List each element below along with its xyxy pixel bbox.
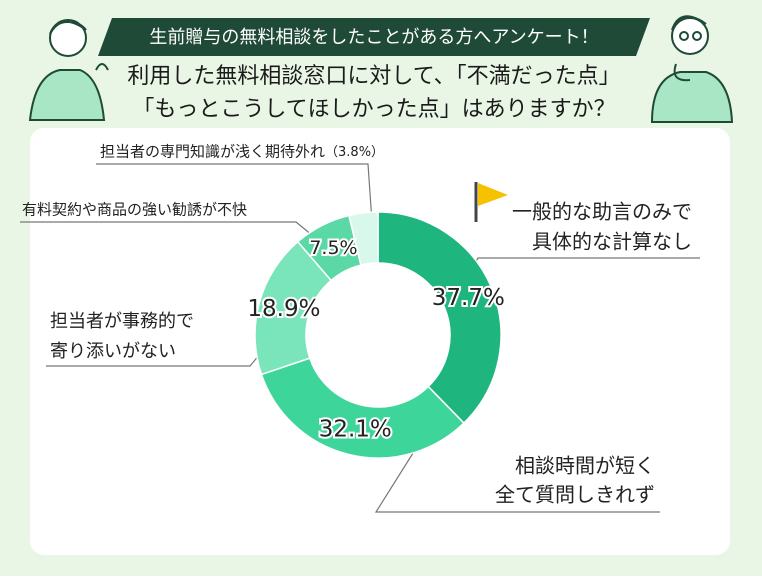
category-label: 有料契約や商品の強い勧誘が不快 <box>22 201 247 219</box>
banner <box>98 18 650 56</box>
value-label: 37.7% <box>432 285 505 311</box>
value-label: 7.5% <box>309 237 357 259</box>
category-label: 相談時間が短く <box>515 454 655 478</box>
title-line: 利用した無料相談窓口に対して、「不満だった点」 <box>127 64 620 89</box>
character-right <box>650 15 734 123</box>
value-label: 32.1% <box>319 416 392 442</box>
category-label: 担当者が事務的で <box>50 311 194 332</box>
title-line: 「もっとこうしてほしかった点」はありますか？ <box>132 97 615 122</box>
category-label: 具体的な計算なし <box>532 230 692 254</box>
banner-text: 生前贈与の無料相談をしたことがある方へアンケート！ <box>149 27 598 48</box>
character-left <box>28 19 109 121</box>
value-label: 18.9% <box>247 296 320 322</box>
flag-icon <box>474 182 508 222</box>
category-label: 寄り添いがない <box>50 341 176 362</box>
category-label: 担当者の専門知識が浅く期待外れ（3.8%） <box>100 143 384 161</box>
donut-segment <box>377 211 502 425</box>
donut-segment <box>260 357 465 459</box>
value-label: （3.8%） <box>325 145 384 160</box>
category-label: 一般的な助言のみで <box>512 200 692 224</box>
card <box>30 128 730 555</box>
donut-segment <box>348 211 379 266</box>
category-label: 全て質問しきれず <box>495 483 655 507</box>
